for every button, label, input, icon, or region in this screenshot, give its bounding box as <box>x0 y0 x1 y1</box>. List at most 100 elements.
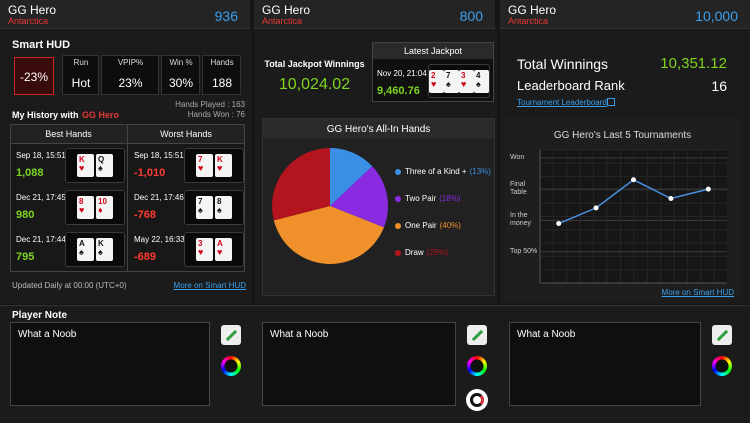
color-wheel[interactable] <box>221 356 241 376</box>
y-tick-label: Won <box>510 153 525 161</box>
jackpot-date: Nov 20, 21:04 <box>377 69 427 78</box>
playing-card: 7 ♠ <box>444 69 459 93</box>
stat-label: Run <box>73 58 89 67</box>
allin-title-bar <box>263 119 494 139</box>
edit-button[interactable] <box>221 325 241 345</box>
card-suit: ♠ <box>198 205 203 215</box>
card-suit: ♠ <box>98 247 103 257</box>
color-wheel[interactable] <box>467 356 487 376</box>
edit-button[interactable] <box>467 325 487 345</box>
card-rank: A <box>79 239 85 248</box>
legend-label: One Pair (40%) <box>405 221 461 230</box>
player-score: 10,000 <box>695 8 738 24</box>
pie-slice <box>272 148 330 221</box>
winnings-label: Total Winnings <box>517 56 609 72</box>
card-group: 2 ♥ 7 ♠ 3 ♥ 4 ♠ <box>428 64 490 98</box>
legend-dot <box>395 223 401 229</box>
card-suit: ♠ <box>476 78 481 89</box>
playing-card: 2 ♥ <box>429 69 444 93</box>
legend-value: (18%) <box>439 194 461 203</box>
player-header <box>500 0 750 29</box>
pie-slice <box>330 148 373 206</box>
smart-hud-link[interactable]: More on Smart HUD <box>173 281 246 290</box>
playing-card: 3 ♥ <box>196 238 213 261</box>
hand-date: Sep 18, 15:51 <box>16 151 66 160</box>
stat-value: 30% <box>168 76 194 90</box>
note-text: What a Noob <box>517 329 576 340</box>
g-logo-ring <box>470 393 484 407</box>
leaderboard-link[interactable]: Tournament Leaderboard <box>517 98 607 107</box>
chart-title: GG Hero's Last 5 Tournaments <box>553 130 692 141</box>
playing-card: 4 ♠ <box>474 69 489 93</box>
hand-amount: 980 <box>16 209 35 221</box>
pie-slice <box>273 206 384 264</box>
chart-link[interactable]: More on Smart HUD <box>661 288 734 297</box>
card-group: K ♥ Q ♠ <box>65 148 125 183</box>
stat-cell <box>101 55 159 95</box>
legend-label: Draw (29%) <box>405 248 449 257</box>
y-tick-label: In the money <box>510 212 532 228</box>
card-group: 7 ♥ K ♥ <box>184 148 244 183</box>
playing-card: K ♥ <box>77 154 94 177</box>
card-rank: 3 <box>198 239 203 248</box>
stat-cell <box>202 55 241 95</box>
card-suit: ♥ <box>198 247 204 257</box>
hand-date: Dec 21, 17:45 <box>16 193 66 202</box>
card-suit: ♥ <box>79 163 85 173</box>
card-rank: 3 <box>461 70 466 80</box>
card-suit: ♦ <box>98 205 103 215</box>
card-suit: ♥ <box>198 163 204 173</box>
hand-date: Dec 21, 17:44 <box>16 235 66 244</box>
note-text: What a Noob <box>18 329 77 340</box>
jackpot-amount: 9,460.76 <box>377 85 420 97</box>
card-suit: ♥ <box>461 78 467 89</box>
winnings-total: 10,351.12 <box>660 55 727 72</box>
card-group: 8 ♥ 10 ♦ <box>65 190 125 225</box>
card-rank: Q <box>98 155 105 164</box>
pencil-icon <box>225 329 238 342</box>
card-group: 7 ♠ 8 ♠ <box>184 190 244 225</box>
edit-button[interactable] <box>712 325 732 345</box>
pencil-icon <box>716 329 729 342</box>
hands-won: Hands Won : 76 <box>187 110 245 119</box>
card-suit: ♥ <box>217 247 223 257</box>
card-rank: 7 <box>446 70 451 80</box>
note-box <box>10 322 210 406</box>
player-score: 936 <box>214 8 238 24</box>
hand-date: Dec 21, 17:46 <box>134 193 184 202</box>
playing-card: Q ♠ <box>96 154 113 177</box>
rank-label: Leaderboard Rank <box>517 78 625 93</box>
line-point <box>593 205 599 211</box>
player-region: Antarctica <box>508 16 549 26</box>
legend-label: Three of a Kind + (13%) <box>405 167 491 176</box>
card-suit: ♠ <box>217 205 222 215</box>
playing-card: K ♠ <box>96 238 113 261</box>
card-suit: ♠ <box>79 247 84 257</box>
y-tick-label: Top 50% <box>510 247 538 255</box>
pencil-icon <box>471 329 484 342</box>
stat-value: Hot <box>71 76 91 90</box>
card-suit: ♥ <box>79 205 85 215</box>
color-wheel[interactable] <box>712 356 732 376</box>
playing-card: K ♥ <box>215 154 232 177</box>
stat-label: Hands <box>210 58 234 67</box>
pie-slice <box>330 166 388 228</box>
playing-card: 8 ♥ <box>77 196 94 219</box>
playing-card: 8 ♠ <box>215 196 232 219</box>
hand-amount: 795 <box>16 251 35 263</box>
legend-value: (13%) <box>469 167 491 176</box>
note-text: What a Noob <box>270 329 329 340</box>
hand-date: Sep 18, 15:51 <box>134 151 184 160</box>
playing-card: A ♥ <box>215 238 232 261</box>
legend-label: Two Pair (18%) <box>405 194 461 203</box>
card-suit: ♠ <box>98 163 103 173</box>
player-score: 800 <box>459 8 483 24</box>
update-note: Updated Daily at 00:00 (UTC+0) <box>12 281 127 290</box>
legend-value: (29%) <box>426 248 449 257</box>
card-rank: 7 <box>198 155 203 164</box>
player-region: Antarctica <box>8 16 49 26</box>
link-icon <box>607 98 615 106</box>
stat-cell <box>161 55 200 95</box>
playing-card: A ♠ <box>77 238 94 261</box>
stat-value: 23% <box>118 76 143 90</box>
